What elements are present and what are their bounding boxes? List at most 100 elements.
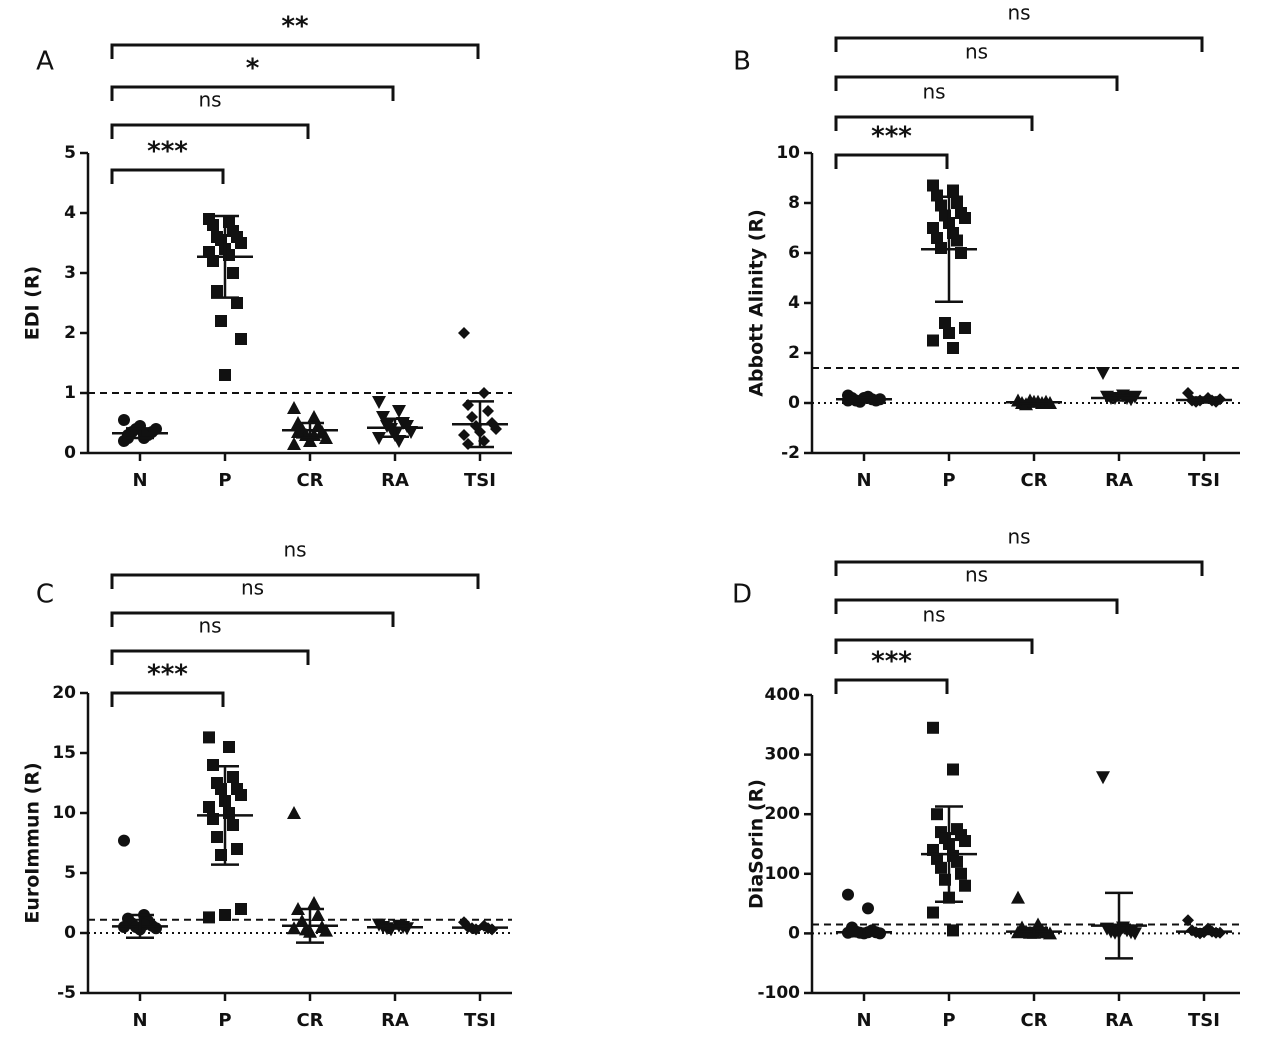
y-tick-label: 0 [788,393,800,413]
point [927,906,939,919]
point [951,234,963,247]
point [959,835,971,848]
point [458,327,470,339]
significance-label: ns [198,614,221,638]
bracket [110,611,395,627]
x-tick-label: RA [381,470,409,491]
bracket [110,168,225,184]
point [231,843,243,855]
point [150,922,162,935]
point [227,819,239,831]
y-tick-label: 10 [776,143,800,163]
point [231,297,243,309]
bracket [834,75,1119,91]
significance-label: ** [281,12,309,42]
x-tick-label: CR [1020,1010,1047,1031]
point [927,334,939,347]
point [1096,367,1110,380]
point [235,903,247,915]
y-tick-label: 100 [765,864,801,884]
significance-label: *** [147,660,188,690]
x-tick-label: RA [381,1010,409,1031]
significance-label: ns [965,40,988,64]
bracket [834,638,1034,654]
x-tick-label: P [218,470,231,491]
bracket [110,123,310,139]
point [490,423,502,435]
point [311,908,325,921]
point [935,861,947,874]
x-tick-label: RA [1105,1010,1133,1031]
point [287,437,301,450]
significance-label: *** [147,137,188,167]
panel-label: B [733,47,751,77]
point [372,396,386,409]
y-tick-label: 0 [788,923,800,943]
point [458,429,470,441]
significance-label: ns [922,603,945,627]
point [287,806,301,819]
y-tick-label: 2 [788,343,800,363]
point [939,317,951,329]
y-tick-label: 5 [64,863,76,883]
y-tick-label: -2 [781,443,800,463]
x-tick-label: TSI [1188,470,1220,491]
point [372,432,386,445]
bracket [834,115,1034,131]
y-tick-label: 300 [765,745,801,765]
point [931,232,943,244]
bracket [834,678,949,694]
point [943,327,955,339]
significance-label: * [246,54,260,84]
x-tick-label: TSI [1188,1010,1220,1031]
bracket [110,649,310,665]
point [947,763,959,776]
point [947,342,959,354]
significance-label: ns [241,576,264,600]
significance-label: ns [198,88,221,112]
x-tick-label: N [856,1010,871,1031]
point [1182,914,1194,927]
point [927,222,939,234]
y-tick-label: -5 [57,983,76,1003]
point [466,411,478,423]
point [211,285,223,297]
point [955,867,967,880]
y-axis-label: Abbott Alinity (R) [746,209,768,397]
significance-label: ns [1007,525,1030,549]
point [951,197,963,209]
bracket [110,43,480,59]
point [392,435,406,448]
x-tick-label: N [132,470,147,491]
point [287,401,301,414]
point [1011,890,1025,904]
x-tick-label: TSI [464,470,496,491]
point [219,369,231,381]
y-tick-label: 6 [788,243,800,263]
x-tick-label: N [132,1010,147,1031]
point [931,808,943,821]
point [227,267,239,279]
bracket [834,36,1204,52]
panel-label: A [36,47,54,77]
bracket [834,598,1119,614]
y-tick-label: 2 [64,323,76,343]
point [291,425,305,438]
x-tick-label: P [942,1010,955,1031]
point [947,924,959,937]
y-tick-label: 20 [52,683,76,703]
x-tick-label: CR [1020,470,1047,491]
panel-label: D [732,580,752,610]
point [927,179,939,192]
point [227,771,239,783]
point [842,888,854,901]
y-axis-label: DiaSorin (R) [746,779,768,909]
bracket [834,153,949,169]
y-tick-label: 4 [64,203,76,223]
point [927,721,939,734]
bracket [110,85,395,101]
point [478,387,490,399]
panel-label: C [36,580,54,610]
